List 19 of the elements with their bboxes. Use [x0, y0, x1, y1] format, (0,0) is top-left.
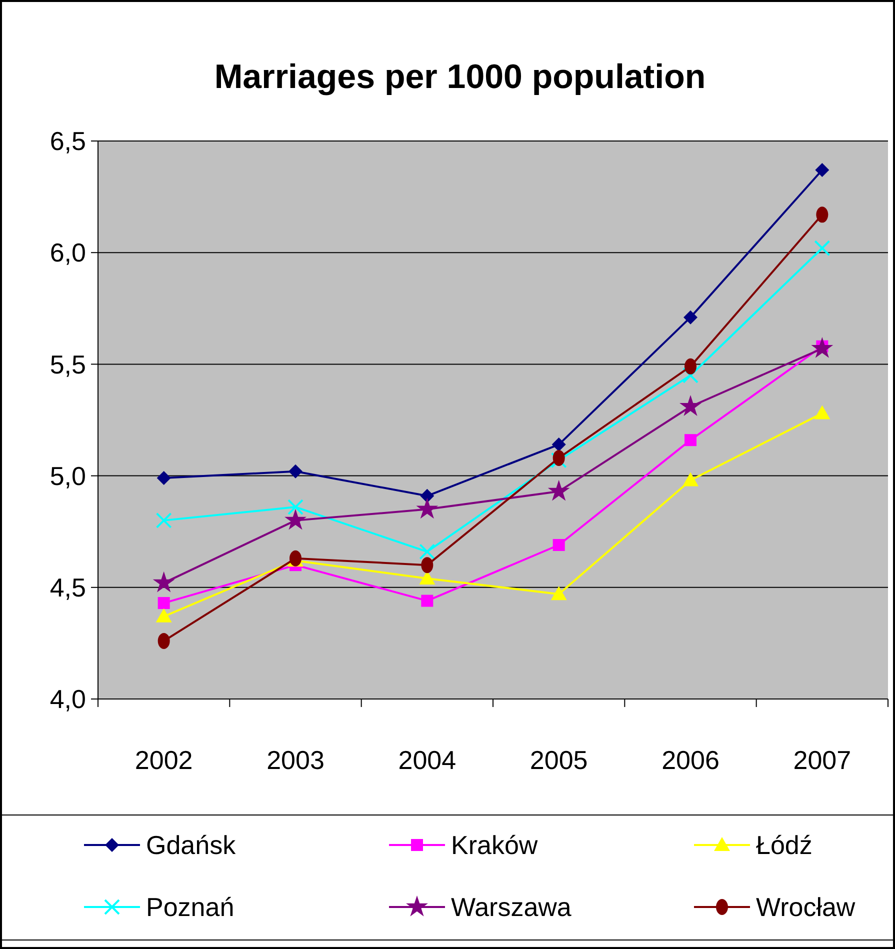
chart-title: Marriages per 1000 population [214, 58, 706, 96]
legend-label: Poznań [146, 892, 234, 922]
x-tick-label: 2006 [662, 745, 720, 775]
legend-label: Kraków [451, 830, 538, 860]
y-tick-label: 5,5 [50, 349, 86, 380]
x-tick-label: 2002 [134, 745, 193, 775]
legend-label: Łódź [756, 830, 812, 860]
x-tick-label: 2003 [266, 745, 324, 775]
x-tick-label: 2005 [530, 745, 588, 775]
y-tick-label: 6,5 [50, 126, 86, 156]
y-tick-label: 5,0 [50, 460, 86, 491]
y-tick-label: 6,0 [50, 238, 86, 268]
legend-label: Gdańsk [146, 830, 237, 860]
y-tick-label: 4,5 [50, 572, 86, 602]
legend-label: Wrocław [756, 892, 856, 922]
x-tick-label: 2007 [793, 745, 852, 775]
y-tick-label: 4,0 [50, 684, 86, 714]
legend-label: Warszawa [451, 892, 572, 922]
x-tick-label: 2004 [398, 745, 456, 775]
